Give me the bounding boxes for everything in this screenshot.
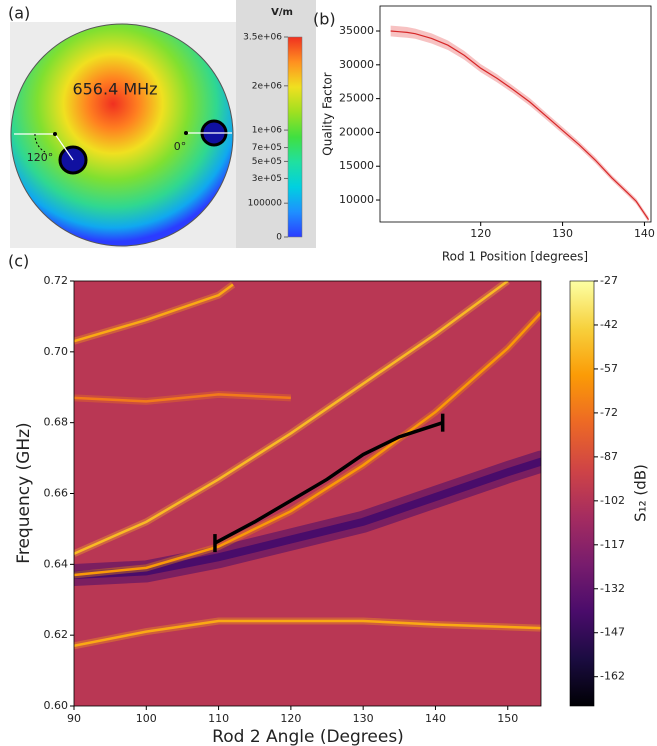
colorbar-label: S₁₂ (dB) — [632, 464, 650, 522]
colorbar-tick-label: 1e+06 — [252, 126, 283, 136]
y-tick-label: 20000 — [339, 125, 374, 138]
x-tick-label: 140 — [425, 712, 446, 725]
angle-arc — [34, 133, 46, 153]
y-tick-label: 0.62 — [44, 628, 69, 641]
mode — [74, 312, 541, 577]
y-tick-label: 35000 — [339, 24, 374, 37]
y-axis-label: Quality Factor — [321, 72, 335, 155]
y-tick-label: 30000 — [339, 58, 374, 71]
y-tick-label: 0.68 — [44, 416, 69, 429]
colorbar-tick-label: 7e+05 — [252, 143, 282, 153]
colorbar-tick-label: -57 — [600, 362, 618, 375]
x-tick-label: 120 — [280, 712, 301, 725]
mode — [74, 283, 234, 343]
panel-label: (b) — [313, 10, 336, 29]
trough — [74, 457, 541, 579]
colorbar-tick-label: 100000 — [248, 199, 283, 209]
y-tick-label: 0.72 — [44, 274, 69, 287]
x-tick-label: 150 — [497, 712, 518, 725]
mode — [74, 393, 291, 403]
colorbar-tick-label: -132 — [600, 582, 625, 595]
y-tick-label: 0.70 — [44, 345, 69, 358]
mode — [74, 619, 541, 648]
colorbar-tick-label: 0 — [276, 233, 282, 243]
trace — [214, 421, 444, 545]
colorbar-tick-label: -102 — [600, 494, 625, 507]
pivot — [184, 131, 188, 135]
y-tick-label: 10000 — [339, 193, 374, 206]
colorbar — [569, 280, 595, 707]
x-tick-label: 140 — [634, 227, 655, 240]
y-tick-label: 0.60 — [44, 699, 69, 712]
pivot — [53, 132, 57, 136]
mode — [74, 281, 509, 555]
colorbar-tick-label: -87 — [600, 450, 618, 463]
colorbar-label: V/m — [271, 7, 293, 18]
y-tick-label: 0.64 — [44, 557, 69, 570]
x-axis-label: Rod 2 Angle (Degrees) — [212, 727, 404, 746]
colorbar-tick-label: 3.5e+06 — [243, 33, 282, 43]
rod-2-arm — [54, 133, 74, 161]
colorbar-tick-label: 5e+05 — [252, 157, 282, 167]
colorbar-tick-label: 3e+05 — [252, 174, 282, 184]
colorbar-tick-label: -27 — [600, 274, 618, 287]
cavity — [10, 23, 234, 247]
colorbar-tick-label: 2e+06 — [252, 81, 283, 91]
panel-label: (a) — [8, 4, 30, 23]
colorbar-tick-label: -117 — [600, 538, 625, 551]
colorbar-tick-label: -72 — [600, 406, 618, 419]
x-tick-label: 100 — [136, 712, 157, 725]
x-tick-label: 90 — [67, 712, 81, 725]
x-tick-label: 110 — [208, 712, 229, 725]
angle-label: 0° — [174, 140, 187, 153]
y-tick-label: 0.66 — [44, 487, 69, 500]
colorbar — [287, 36, 303, 238]
error-band — [390, 25, 649, 223]
colorbar-panel — [236, 0, 316, 248]
x-tick-label: 130 — [353, 712, 374, 725]
panel-label: (c) — [8, 252, 29, 271]
colorbar-tick-label: -42 — [600, 318, 618, 331]
plot-frame — [379, 5, 652, 223]
angle-label: 120° — [27, 151, 54, 164]
x-axis-label: Rod 1 Position [degrees] — [442, 250, 588, 264]
x-tick-label: 120 — [470, 227, 491, 240]
colorbar-tick-label: -162 — [600, 670, 625, 683]
y-tick-label: 15000 — [339, 159, 374, 172]
colorbar-tick-label: -147 — [600, 626, 625, 639]
heatmap — [74, 281, 541, 706]
y-tick-label: 25000 — [339, 92, 374, 105]
annotation: 656.4 MHz — [72, 80, 157, 99]
x-tick-label: 130 — [552, 227, 573, 240]
line — [390, 30, 650, 220]
y-axis-label: Frequency (GHz) — [14, 422, 34, 563]
